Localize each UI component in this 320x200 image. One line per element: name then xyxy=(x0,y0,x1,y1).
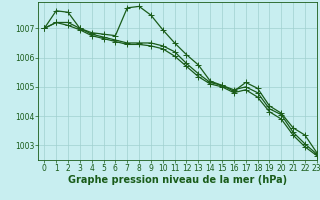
X-axis label: Graphe pression niveau de la mer (hPa): Graphe pression niveau de la mer (hPa) xyxy=(68,175,287,185)
